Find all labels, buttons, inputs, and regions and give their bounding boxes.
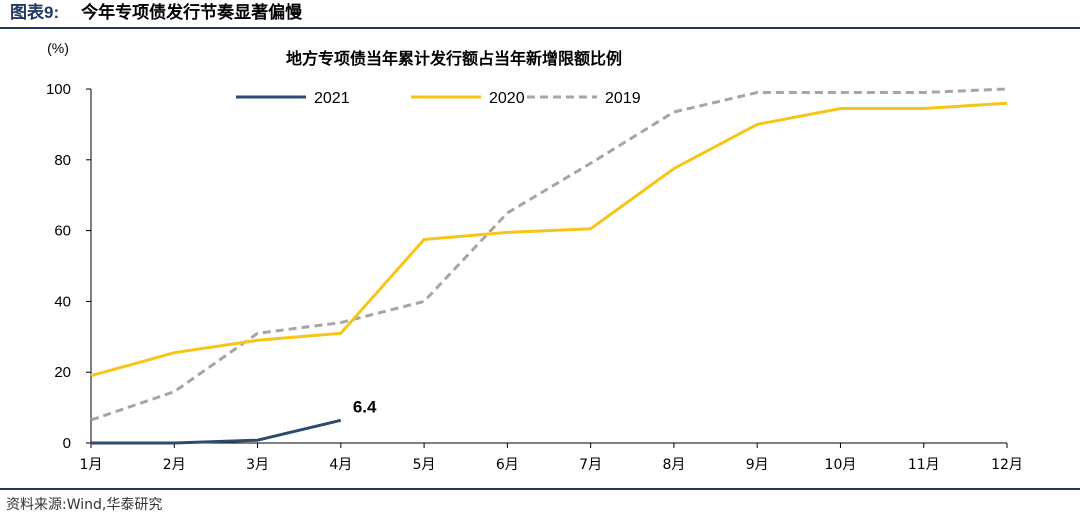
legend-label-2020: 2020: [489, 90, 525, 107]
legend-label-2019: 2019: [605, 90, 641, 107]
y-tick-label: 100: [46, 81, 71, 98]
series-line-2019: [90, 87, 1008, 422]
y-tick-label: 80: [54, 152, 71, 169]
x-tick-label: 10月: [825, 457, 857, 473]
x-tick-label: 7月: [579, 457, 602, 473]
series-line-2020: [90, 101, 1008, 378]
series-line-2021: [91, 418, 342, 445]
x-tick-label: 8月: [662, 457, 685, 473]
x-tick-label: 4月: [329, 457, 352, 473]
y-tick-label: 60: [54, 223, 71, 240]
bottom-rule: [0, 488, 1080, 490]
source-note: 资料来源:Wind,华泰研究: [6, 497, 163, 513]
chart-title: 地方专项债当年累计发行额占当年新增限额比例: [286, 49, 622, 68]
x-tick-label: 3月: [246, 457, 269, 473]
x-tick-label: 12月: [991, 457, 1023, 473]
x-tick-label: 11月: [908, 457, 940, 473]
y-tick-label: 20: [54, 364, 71, 381]
x-tick-label: 9月: [746, 457, 769, 473]
x-tick-label: 2月: [163, 457, 186, 473]
y-unit-label: (%): [47, 40, 69, 56]
x-tick-label: 5月: [413, 457, 436, 473]
line-chart: (%) 地方专项债当年累计发行额占当年新增限额比例 0 20 40 60 80 100 1月…: [46, 40, 1023, 473]
y-tick-label: 40: [54, 293, 71, 310]
figure-label: 图表9:: [10, 3, 60, 22]
annotations: 6.4: [353, 397, 377, 416]
figure-title: 今年专项债发行节奏显著偏慢: [81, 3, 303, 23]
x-tick-label: 6月: [496, 457, 519, 473]
figure-header: 图表9: 今年专项债发行节奏显著偏慢: [10, 2, 302, 24]
legend: 2021 2020 2019: [236, 90, 641, 107]
y-tick-label: 0: [63, 435, 71, 452]
legend-label-2021: 2021: [314, 90, 350, 107]
axes: 0 20 40 60 80 100 1月 2月 3月 4月 5月 6月 7月 8月 9月 10月 11月 12月: [46, 81, 1023, 473]
series-layer: [90, 87, 1008, 445]
x-tick-label: 1月: [80, 457, 103, 473]
data-label-2021-apr: 6.4: [353, 397, 377, 416]
top-rule: [0, 27, 1080, 29]
